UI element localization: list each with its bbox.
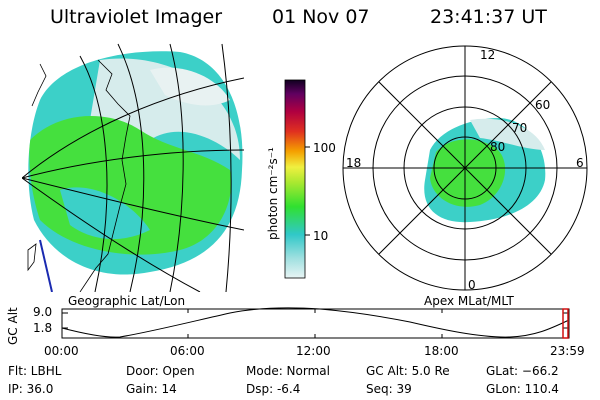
- aurora-white-patch: [150, 67, 230, 106]
- lat-line: [22, 177, 244, 231]
- lat-line: [22, 177, 201, 292]
- altitude-y-ticks: [62, 312, 569, 329]
- status-door: Door: Open: [126, 364, 195, 378]
- altitude-curve: [61, 307, 570, 338]
- time-tick-0600: 06:00: [170, 344, 205, 358]
- altitude-ylabel: GC Alt: [6, 307, 20, 345]
- time-tick-1800: 18:00: [424, 344, 459, 358]
- status-mode: Mode: Normal: [246, 364, 330, 378]
- geographic-grid: [22, 43, 244, 292]
- time-tick-1200: 12:00: [296, 344, 331, 358]
- polar-grid: [342, 45, 588, 291]
- colorbar-tick-10: 10: [313, 229, 329, 243]
- instrument-title: Ultraviolet Imager: [50, 6, 223, 28]
- coastline: [27, 59, 131, 292]
- mlt-12-label: 12: [480, 48, 496, 62]
- coastline-blue: [39, 239, 53, 292]
- status-ip: IP: 36.0: [8, 382, 54, 396]
- geographic-caption: Geographic Lat/Lon: [68, 294, 186, 308]
- altitude-y-bottom: 1.8: [33, 321, 53, 335]
- mlt-0-label: 0: [468, 278, 476, 292]
- mlt-6-label: 6: [576, 156, 584, 170]
- polar-diagonal: [378, 81, 552, 255]
- status-gc-alt: GC Alt: 5.0 Re: [366, 364, 450, 378]
- status-gain: Gain: 14: [126, 382, 177, 396]
- observation-time: 23:41:37 UT: [430, 6, 547, 28]
- lon-line: [221, 43, 232, 292]
- time-tick-2359: 23:59: [550, 344, 585, 358]
- mlat-60-label: 60: [535, 98, 551, 112]
- lon-line: [169, 43, 184, 292]
- aurora-pale-polar: [470, 118, 545, 150]
- altitude-y-top: 9.0: [33, 305, 53, 319]
- status-filter: Flt: LBHL: [8, 364, 62, 378]
- status-glat: GLat: −66.2: [486, 364, 559, 378]
- lat-line: [22, 149, 244, 179]
- mlt-18-label: 18: [346, 156, 362, 170]
- status-glon: GLon: 110.4: [486, 382, 559, 396]
- aurora-cyan-patch: [60, 187, 150, 240]
- colorbar-gradient: [284, 79, 306, 279]
- altitude-x-ticks: [187, 309, 443, 338]
- time-tick-0000: 00:00: [44, 344, 79, 358]
- mlat-70-label: 70: [512, 121, 528, 135]
- status-dsp: Dsp: -6.4: [246, 382, 301, 396]
- lon-line: [79, 55, 108, 292]
- lon-line: [117, 43, 145, 292]
- polar-caption: Apex MLat/MLT: [424, 294, 514, 308]
- observation-date: 01 Nov 07: [272, 6, 370, 28]
- status-seq: Seq: 39: [366, 382, 412, 396]
- current-time-marker: [562, 308, 569, 339]
- mlat-80-label: 80: [490, 140, 506, 154]
- colorbar-tick-100: 100: [313, 141, 336, 155]
- lat-line: [22, 77, 244, 179]
